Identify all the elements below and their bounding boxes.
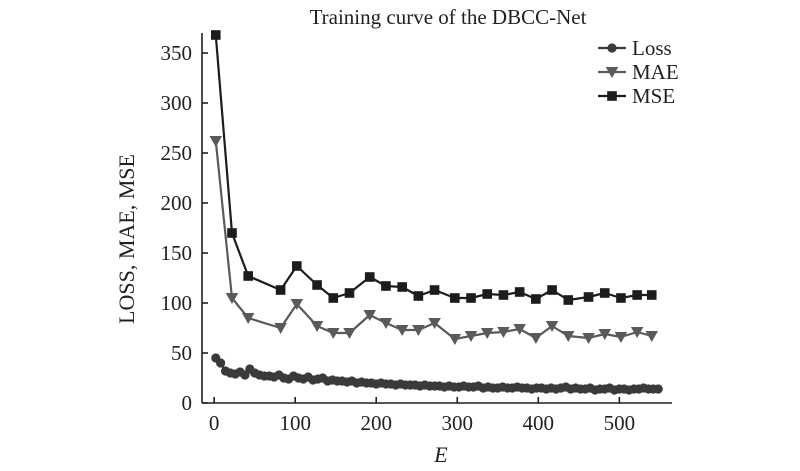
data-point-mse: [466, 293, 476, 303]
x-tick-label: 300: [442, 411, 474, 435]
series-line-mse: [214, 34, 652, 302]
data-point-mae: [582, 333, 595, 344]
legend-marker-mse: [607, 91, 617, 101]
series-layer: [209, 30, 663, 395]
series-loss: [211, 353, 663, 395]
y-tick-label: 100: [161, 291, 193, 315]
data-point-mse: [547, 285, 557, 295]
data-point-mae: [598, 329, 611, 340]
data-point-mse: [292, 261, 302, 271]
data-point-mse: [514, 287, 525, 297]
data-point-mse: [498, 290, 509, 300]
x-tick-label: 100: [279, 411, 311, 435]
data-point-mae: [645, 331, 658, 342]
data-point-mse: [243, 271, 253, 281]
x-tick-label: 0: [209, 411, 220, 435]
data-point-mse: [413, 291, 424, 301]
y-tick-label: 150: [161, 241, 193, 265]
legend-entry-mse: MSE: [598, 84, 675, 108]
data-point-mae: [614, 332, 628, 343]
data-point-mae: [209, 136, 223, 147]
data-point-mae: [395, 325, 409, 336]
data-point-mse: [599, 288, 610, 298]
data-point-mae: [241, 313, 255, 324]
chart-title: Training curve of the DBCC-Net: [310, 5, 587, 29]
series-mse: [210, 30, 657, 305]
data-point-mae: [529, 333, 543, 344]
data-point-mae: [513, 324, 526, 335]
data-point-mae: [545, 321, 559, 332]
data-point-mse: [364, 272, 375, 282]
series-line-mae: [214, 140, 653, 341]
y-tick-label: 350: [161, 41, 193, 65]
legend-label-mae: MAE: [632, 60, 679, 84]
y-tick-label: 200: [161, 191, 193, 215]
y-tick-label: 0: [182, 391, 193, 415]
data-point-mae: [562, 331, 575, 342]
data-point-mae: [343, 328, 356, 339]
legend-label-mse: MSE: [632, 84, 675, 108]
data-point-mse: [344, 288, 355, 298]
data-point-mae: [310, 321, 324, 332]
legend-marker-mae: [605, 67, 619, 78]
x-axis-label: E: [433, 442, 448, 467]
data-point-mae: [363, 310, 376, 321]
series-mae: [209, 136, 658, 345]
data-point-mae: [428, 318, 441, 329]
data-point-mse: [632, 290, 642, 300]
data-point-mse: [482, 289, 493, 299]
data-point-mae: [225, 293, 239, 304]
data-point-mse: [531, 294, 541, 304]
data-point-mse: [450, 293, 460, 303]
axes: 0 50 100 150 200 250 300 350 0 100 200 300 400 500: [161, 33, 672, 435]
data-point-mse: [616, 293, 626, 303]
x-tick-label: 500: [604, 411, 636, 435]
data-point-mae: [412, 325, 425, 336]
data-point-mse: [312, 280, 322, 290]
y-tick-label: 250: [161, 141, 193, 165]
data-point-mse: [646, 290, 657, 300]
data-point-loss: [216, 358, 226, 368]
data-point-mae: [480, 328, 494, 339]
data-point-mae: [497, 327, 510, 338]
x-tick-label: 400: [523, 411, 555, 435]
data-point-mse: [397, 282, 407, 292]
data-point-mae: [379, 318, 393, 329]
data-point-mae: [327, 328, 340, 339]
data-point-mae: [464, 331, 478, 342]
x-tick-label: 200: [360, 411, 392, 435]
legend-entry-mae: MAE: [598, 60, 679, 84]
y-tick-label: 50: [171, 341, 192, 365]
y-tick-label: 300: [161, 91, 193, 115]
data-point-mse: [381, 281, 391, 291]
data-point-mse: [275, 285, 286, 295]
data-point-loss: [653, 384, 663, 394]
data-point-mae: [630, 327, 644, 338]
data-point-mae: [448, 334, 462, 345]
data-point-mse: [328, 293, 339, 303]
data-point-mse: [563, 295, 574, 305]
data-point-mse: [210, 30, 221, 40]
data-point-mae: [290, 299, 304, 310]
legend-marker-loss: [607, 43, 617, 53]
data-point-mse: [429, 285, 440, 295]
data-point-mse: [583, 292, 594, 302]
legend-label-loss: Loss: [632, 36, 672, 60]
data-point-mse: [227, 228, 237, 238]
y-axis-label: LOSS, MAE, MSE: [114, 154, 139, 324]
legend-entry-loss: Loss: [598, 36, 672, 60]
data-point-mae: [274, 323, 287, 334]
